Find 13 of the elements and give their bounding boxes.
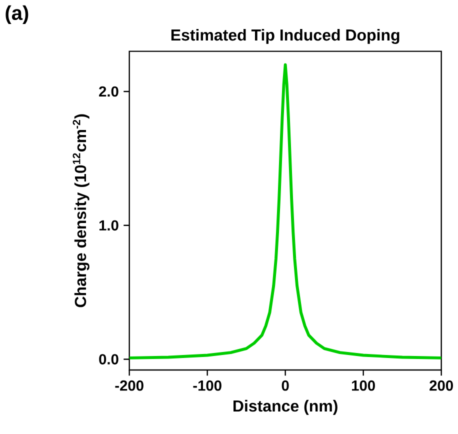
x-axis-title: Distance (nm) [234, 400, 338, 415]
x-tick-label: -100 [193, 380, 222, 391]
x-tick-label: 0 [282, 380, 289, 391]
x-tick-label: 100 [352, 380, 375, 391]
y-axis-title: Charge density (10$^{12}$cm$^{-2}$) [72, 114, 90, 308]
x-tick-label: -200 [115, 380, 144, 391]
y-tick-label: 1.0 [99, 220, 118, 231]
line-series [129, 63, 442, 360]
x-tick-label: 200 [430, 380, 453, 391]
y-tick-label: 2.0 [99, 86, 118, 97]
y-tick-label: 0.0 [99, 354, 118, 364]
text: (a) [6, 5, 28, 24]
chart-title: Estimated Tip Induced Doping [171, 28, 400, 44]
